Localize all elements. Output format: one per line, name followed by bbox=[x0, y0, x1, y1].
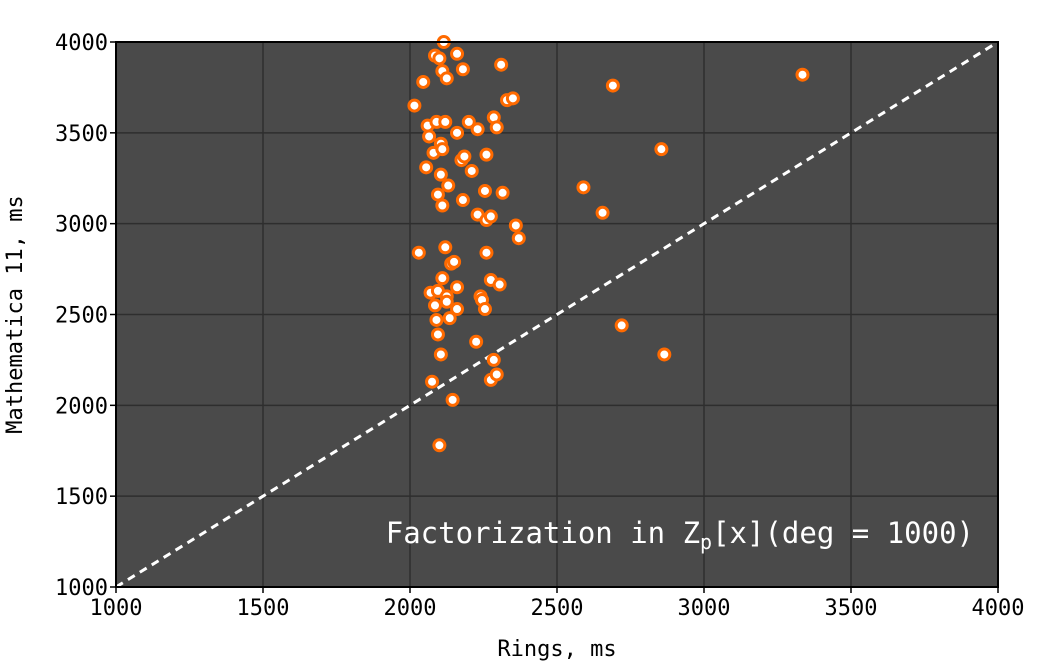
data-point bbox=[483, 209, 498, 224]
data-point bbox=[432, 438, 447, 453]
data-point bbox=[505, 91, 520, 106]
y-axis-ticks: 1000 1500 2000 2500 3000 3500 4000 bbox=[55, 31, 116, 601]
x-tick-label: 2000 bbox=[384, 596, 437, 621]
data-point bbox=[605, 78, 620, 93]
data-point bbox=[489, 367, 504, 382]
data-point bbox=[461, 114, 476, 129]
chart-annotation: Factorization in Zp[x](deg = 1000) bbox=[386, 516, 974, 554]
y-tick-label: 1500 bbox=[55, 485, 108, 510]
data-point bbox=[495, 185, 510, 200]
data-point bbox=[450, 302, 465, 317]
data-point bbox=[438, 114, 453, 129]
x-tick-label: 2500 bbox=[531, 596, 584, 621]
annotation-prefix: Factorization in Z bbox=[386, 516, 700, 550]
data-point bbox=[427, 298, 442, 313]
data-point bbox=[447, 254, 462, 269]
data-point bbox=[445, 392, 460, 407]
x-tick-label: 1500 bbox=[237, 596, 290, 621]
x-tick-label: 1000 bbox=[90, 596, 143, 621]
data-point bbox=[477, 302, 492, 317]
data-point bbox=[438, 240, 453, 255]
data-point bbox=[508, 218, 523, 233]
y-tick-label: 3500 bbox=[55, 122, 108, 147]
data-point bbox=[411, 245, 426, 260]
data-point bbox=[489, 120, 504, 135]
data-points bbox=[407, 35, 810, 453]
data-point bbox=[469, 334, 484, 349]
y-axis-label: Mathematica 11, ms bbox=[3, 195, 28, 433]
data-point bbox=[455, 62, 470, 77]
data-point bbox=[494, 57, 509, 72]
y-tick-label: 2000 bbox=[55, 394, 108, 419]
y-tick-label: 4000 bbox=[55, 31, 108, 56]
data-point bbox=[479, 245, 494, 260]
data-point bbox=[492, 277, 507, 292]
x-tick-label: 4000 bbox=[972, 596, 1025, 621]
data-point bbox=[486, 352, 501, 367]
data-point bbox=[439, 71, 454, 86]
y-tick-label: 3000 bbox=[55, 213, 108, 238]
data-point bbox=[457, 149, 472, 164]
data-point bbox=[450, 280, 465, 295]
data-point bbox=[435, 142, 450, 157]
annotation-suffix: [x](deg = 1000) bbox=[712, 516, 974, 550]
data-point bbox=[442, 311, 457, 326]
data-point bbox=[450, 46, 465, 61]
data-point bbox=[439, 294, 454, 309]
data-point bbox=[407, 98, 422, 113]
data-point bbox=[654, 142, 669, 157]
y-tick-label: 2500 bbox=[55, 304, 108, 329]
data-point bbox=[419, 160, 434, 175]
data-point bbox=[595, 205, 610, 220]
data-point bbox=[425, 374, 440, 389]
reference-line-group bbox=[115, 40, 999, 589]
data-point bbox=[576, 180, 591, 195]
diagonal-reference-line bbox=[115, 40, 999, 589]
data-point bbox=[432, 51, 447, 66]
data-point bbox=[433, 167, 448, 182]
data-point bbox=[795, 67, 810, 82]
data-point bbox=[470, 122, 485, 137]
data-point bbox=[441, 178, 456, 193]
data-point bbox=[657, 347, 672, 362]
x-axis-ticks: 1000 1500 2000 2500 3000 3500 4000 bbox=[90, 587, 1025, 621]
data-point bbox=[416, 74, 431, 89]
data-point bbox=[511, 231, 526, 246]
data-point bbox=[435, 271, 450, 286]
x-tick-label: 3000 bbox=[678, 596, 731, 621]
x-axis-label: Rings, ms bbox=[497, 637, 616, 662]
data-point bbox=[430, 327, 445, 342]
data-point bbox=[430, 187, 445, 202]
data-point bbox=[422, 129, 437, 144]
data-point bbox=[479, 147, 494, 162]
annotation-subscript: p bbox=[700, 530, 712, 554]
data-point bbox=[450, 125, 465, 140]
data-point bbox=[614, 318, 629, 333]
data-point bbox=[429, 312, 444, 327]
data-point bbox=[477, 183, 492, 198]
y-tick-label: 1000 bbox=[55, 576, 108, 601]
data-point bbox=[435, 198, 450, 213]
x-tick-label: 3500 bbox=[825, 596, 878, 621]
data-point bbox=[455, 193, 470, 208]
data-point bbox=[464, 163, 479, 178]
data-point bbox=[433, 347, 448, 362]
